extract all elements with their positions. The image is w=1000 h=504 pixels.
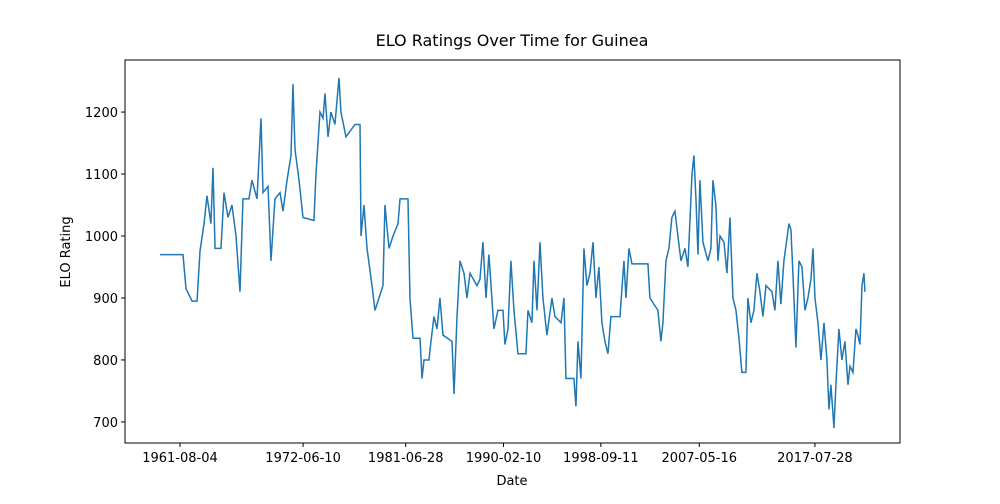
x-tick-label: 1998-09-11: [563, 451, 639, 466]
y-axis-label: ELO Rating: [59, 216, 74, 287]
y-tick-label: 1200: [85, 106, 118, 121]
y-tick-label: 1000: [85, 230, 118, 245]
plot-frame: [124, 59, 901, 444]
y-tick-label: 1100: [85, 168, 118, 183]
x-axis-label: Date: [496, 474, 527, 489]
y-tick-label: 900: [93, 292, 118, 307]
x-tick-label: 1961-08-04: [142, 451, 218, 466]
x-tick-label: 2007-05-16: [661, 451, 737, 466]
x-tick-label: 1990-02-10: [466, 451, 542, 466]
y-tick-label: 800: [93, 354, 118, 369]
x-tick-label: 2017-07-28: [777, 451, 853, 466]
chart-title: ELO Ratings Over Time for Guinea: [376, 31, 649, 50]
line-series: [160, 77, 866, 429]
x-tick-label: 1981-06-28: [368, 451, 444, 466]
x-tick-label: 1972-06-10: [265, 451, 341, 466]
y-tick-label: 700: [93, 416, 118, 431]
